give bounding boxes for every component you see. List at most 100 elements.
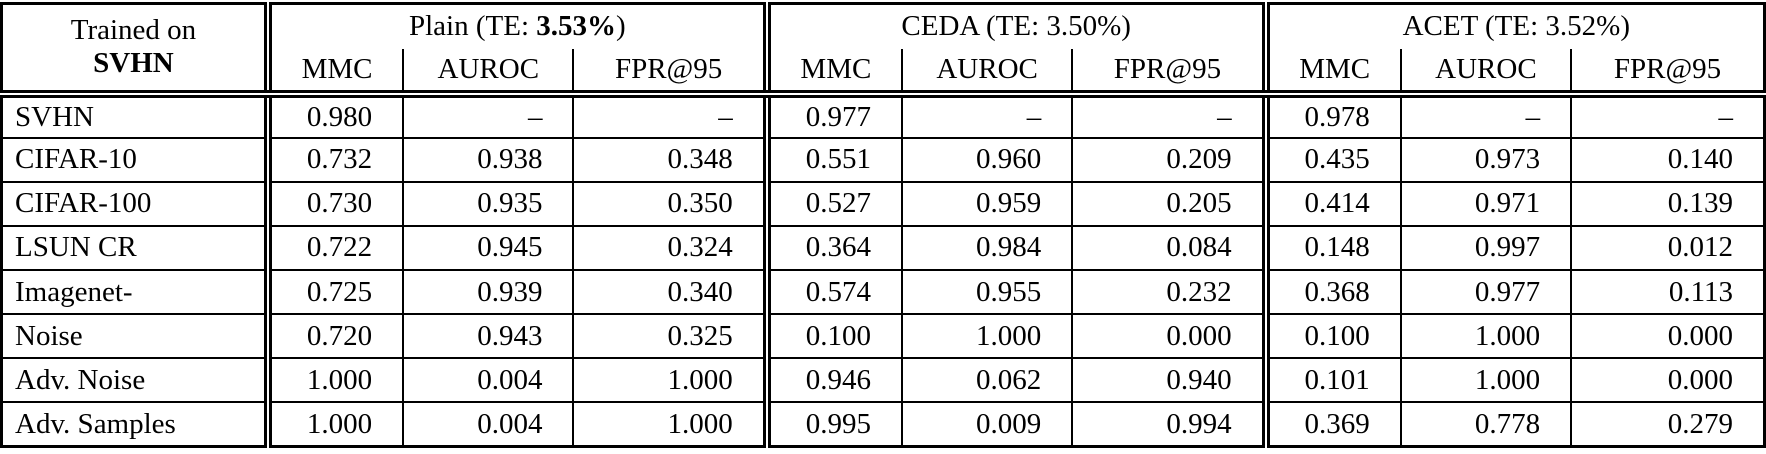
value-cell: 0.730 xyxy=(263,180,405,227)
col-header-acet-auroc: AUROC xyxy=(1399,48,1573,98)
value-cell: 0.943 xyxy=(402,313,575,360)
row-label: Imagenet- xyxy=(0,268,269,316)
value-cell: 0.209 xyxy=(1071,136,1267,183)
table-row: Adv. Noise 1.000 0.004 1.000 0.946 0.062… xyxy=(0,357,1766,404)
table-row: Noise 0.720 0.943 0.325 0.100 1.000 0.00… xyxy=(0,313,1766,360)
group-title-row: Trained on SVHN Plain (TE: 3.53%) CEDA (… xyxy=(0,2,1766,98)
value-cell: 0.551 xyxy=(762,136,903,183)
metric-header-row: MMC AUROC FPR@95 MMC AUROC FPR@95 MMC AU… xyxy=(2,48,1766,98)
group-title-text: ACET (TE: 3.52%) xyxy=(1402,10,1630,43)
value-cell: 0.084 xyxy=(1071,224,1267,272)
value-cell: 0.973 xyxy=(1399,136,1573,183)
value-cell: 0.139 xyxy=(1570,180,1766,227)
group-title-text: CEDA (TE: 3.50%) xyxy=(901,10,1131,43)
value-cell: 0.984 xyxy=(900,224,1074,272)
row-label: Adv. Noise xyxy=(0,357,269,404)
value-cell: 1.000 xyxy=(263,401,405,448)
value-cell: 0.732 xyxy=(263,136,405,183)
corner-trained-on: Trained on xyxy=(70,14,197,47)
value-cell: 0.100 xyxy=(762,313,903,360)
value-cell: 0.995 xyxy=(762,401,903,448)
row-label: SVHN xyxy=(0,92,269,139)
value-cell: 0.232 xyxy=(1071,268,1267,316)
value-cell: 0.369 xyxy=(1261,401,1402,448)
group-header-ceda: CEDA (TE: 3.50%) xyxy=(762,2,1267,49)
value-cell: 0.946 xyxy=(762,357,903,404)
col-header-plain-auroc: AUROC xyxy=(402,48,575,98)
value-cell: 0.778 xyxy=(1399,401,1573,448)
col-header-plain-fpr95: FPR@95 xyxy=(572,48,768,98)
value-cell: 0.977 xyxy=(1399,268,1573,316)
value-cell: 0.368 xyxy=(1261,268,1402,316)
value-cell: 1.000 xyxy=(572,357,768,404)
value-cell: 0.350 xyxy=(572,180,768,227)
value-cell: 0.997 xyxy=(1399,224,1573,272)
value-cell: 0.325 xyxy=(572,313,768,360)
row-label: Noise xyxy=(0,313,269,360)
value-cell: 0.348 xyxy=(572,136,768,183)
value-cell: 0.324 xyxy=(572,224,768,272)
value-cell: 0.000 xyxy=(1570,357,1766,404)
table-row: LSUN CR 0.722 0.945 0.324 0.364 0.984 0.… xyxy=(0,224,1766,272)
value-cell: 0.205 xyxy=(1071,180,1267,227)
value-cell: – xyxy=(1570,92,1766,139)
value-cell: 0.960 xyxy=(900,136,1074,183)
group-title-bold: 3.53% xyxy=(536,10,617,43)
value-cell: 0.977 xyxy=(762,92,903,139)
value-cell: 0.935 xyxy=(402,180,575,227)
value-cell: 0.527 xyxy=(762,180,903,227)
col-header-ceda-fpr95: FPR@95 xyxy=(1071,48,1267,98)
value-cell: 1.000 xyxy=(900,313,1074,360)
group-header-plain: Plain (TE: 3.53%) xyxy=(263,2,768,49)
value-cell: 0.009 xyxy=(900,401,1074,448)
value-cell: 0.574 xyxy=(762,268,903,316)
value-cell: 0.945 xyxy=(402,224,575,272)
value-cell: – xyxy=(1399,92,1573,139)
row-label: CIFAR-100 xyxy=(0,180,269,227)
value-cell: 1.000 xyxy=(572,401,768,448)
value-cell: 0.148 xyxy=(1261,224,1402,272)
table-row: Imagenet- 0.725 0.939 0.340 0.574 0.955 … xyxy=(0,268,1766,316)
value-cell: – xyxy=(1071,92,1267,139)
value-cell: 0.140 xyxy=(1570,136,1766,183)
value-cell: 0.725 xyxy=(263,268,405,316)
value-cell: 0.012 xyxy=(1570,224,1766,272)
value-cell: 1.000 xyxy=(1399,357,1573,404)
value-cell: 0.062 xyxy=(900,357,1074,404)
col-header-plain-mmc: MMC xyxy=(263,48,405,98)
table-row: SVHN 0.980 – – 0.977 – – 0.978 – – xyxy=(0,92,1766,139)
value-cell: 0.940 xyxy=(1071,357,1267,404)
value-cell: 0.938 xyxy=(402,136,575,183)
value-cell: 0.971 xyxy=(1399,180,1573,227)
table-row: Adv. Samples 1.000 0.004 1.000 0.995 0.0… xyxy=(0,401,1766,448)
value-cell: 0.955 xyxy=(900,268,1074,316)
value-cell: – xyxy=(572,92,768,139)
value-cell: 0.340 xyxy=(572,268,768,316)
value-cell: 0.720 xyxy=(263,313,405,360)
value-cell: 1.000 xyxy=(1399,313,1573,360)
value-cell: 0.994 xyxy=(1071,401,1267,448)
value-cell: 0.722 xyxy=(263,224,405,272)
col-header-acet-mmc: MMC xyxy=(1261,48,1402,98)
group-header-acet: ACET (TE: 3.52%) xyxy=(1261,2,1766,49)
value-cell: – xyxy=(402,92,575,139)
col-header-ceda-mmc: MMC xyxy=(762,48,903,98)
value-cell: 0.000 xyxy=(1570,313,1766,360)
value-cell: 0.113 xyxy=(1570,268,1766,316)
value-cell: 0.959 xyxy=(900,180,1074,227)
value-cell: 0.939 xyxy=(402,268,575,316)
value-cell: 0.279 xyxy=(1570,401,1766,448)
value-cell: 0.000 xyxy=(1071,313,1267,360)
value-cell: 0.414 xyxy=(1261,180,1402,227)
corner-header: Trained on SVHN xyxy=(0,2,269,98)
value-cell: 0.364 xyxy=(762,224,903,272)
row-label: LSUN CR xyxy=(0,224,269,272)
value-cell: 0.004 xyxy=(402,357,575,404)
table-row: CIFAR-100 0.730 0.935 0.350 0.527 0.959 … xyxy=(0,180,1766,227)
value-cell: 0.101 xyxy=(1261,357,1402,404)
col-header-acet-fpr95: FPR@95 xyxy=(1570,48,1766,98)
group-title-text: Plain (TE: xyxy=(409,10,537,43)
col-header-ceda-auroc: AUROC xyxy=(900,48,1074,98)
table-body: SVHN 0.980 – – 0.977 – – 0.978 – – CIFAR… xyxy=(0,92,1766,448)
